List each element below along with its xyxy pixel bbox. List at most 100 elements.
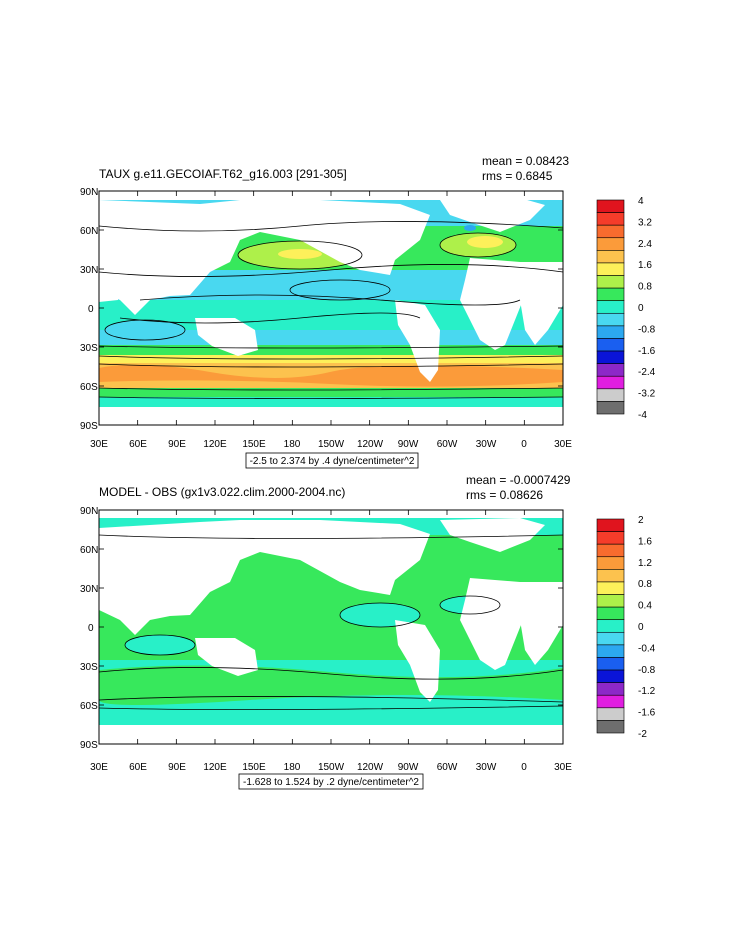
colorbar-swatch — [596, 224, 625, 239]
map-field — [98, 190, 564, 426]
colorbar-label: -0.8 — [638, 324, 656, 335]
colorbar-swatch — [596, 594, 625, 608]
lon-label: 30E — [554, 439, 572, 450]
lon-label: 90W — [398, 762, 419, 773]
range-note-box: -2.5 to 2.374 by .4 dyne/centimeter^2 — [245, 452, 419, 469]
range-note-box: -1.628 to 1.524 by .2 dyne/centimeter^2 — [238, 773, 424, 790]
lon-label: 60E — [129, 762, 147, 773]
colorbar-label: -1.6 — [638, 708, 656, 719]
panel-title: MODEL - OBS (gx1v3.022.clim.2000-2004.nc… — [99, 485, 345, 499]
range-note: -2.5 to 2.374 by .4 dyne/centimeter^2 — [250, 456, 415, 467]
colorbar-label: -0.4 — [638, 643, 656, 654]
panel-title: TAUX g.e11.GECOIAF.T62_g16.003 [291-305] — [99, 167, 347, 181]
colorbar-label: -4 — [638, 410, 647, 421]
lat-label: 90N — [80, 506, 98, 517]
colorbar-label: 0 — [638, 303, 644, 314]
lon-label: 30E — [90, 762, 108, 773]
lat-label: 60S — [80, 382, 98, 393]
colorbar-swatch — [596, 338, 625, 352]
colorbar-swatch — [596, 669, 625, 683]
colorbar: 4 3.2 2.4 1.6 0.8 0 -0.8 -1.6 -2.4 -3.2 -4 — [596, 196, 656, 421]
colorbar-label: 1.6 — [638, 536, 652, 547]
lat-label: 90S — [80, 740, 98, 751]
colorbar-swatch — [596, 250, 625, 264]
colorbar-swatch — [596, 543, 625, 558]
colorbar-label: 0.8 — [638, 282, 652, 293]
lon-label: 120E — [203, 439, 227, 450]
lon-label: 180 — [284, 439, 301, 450]
lon-label: 30W — [476, 762, 497, 773]
colorbar-swatch — [596, 287, 625, 302]
panel-taux: TAUX g.e11.GECOIAF.T62_g16.003 [291-305]… — [80, 154, 656, 469]
lon-label: 150E — [242, 762, 266, 773]
colorbar-label: 1.6 — [638, 260, 652, 271]
colorbar-label: -2 — [638, 729, 647, 740]
lon-label: 90E — [168, 762, 186, 773]
lat-axis-labels: 90N 60N 30N 0 30S 60S 90S — [80, 506, 98, 751]
lat-label: 60S — [80, 701, 98, 712]
lat-label: 30S — [80, 662, 98, 673]
colorbar-swatch — [596, 275, 625, 289]
colorbar-label: 1.2 — [638, 558, 652, 569]
lat-label: 60N — [80, 226, 98, 237]
colorbar-swatch — [596, 300, 625, 314]
lon-label: 60E — [129, 439, 147, 450]
colorbar-label: -0.8 — [638, 665, 656, 676]
lon-label: 120E — [203, 762, 227, 773]
lat-label: 0 — [88, 623, 94, 634]
colorbar-swatch — [596, 644, 625, 658]
lon-label: 30E — [554, 762, 572, 773]
colorbar-label: 0.8 — [638, 579, 652, 590]
colorbar-swatch — [596, 375, 625, 390]
colorbar-label: 2.4 — [638, 239, 652, 250]
lon-axis-labels: 30E 60E 90E 120E 150E 180 150W 120W 90W … — [90, 439, 572, 450]
colorbar-swatch — [596, 720, 625, 734]
map-field — [98, 509, 564, 745]
lat-axis-labels: 90N 60N 30N 0 30S 60S 90S — [80, 187, 98, 432]
lon-label: 60W — [437, 762, 458, 773]
colorbar-label: -2.4 — [638, 367, 656, 378]
lat-label: 90N — [80, 187, 98, 198]
lon-label: 30E — [90, 439, 108, 450]
lon-label: 150E — [242, 439, 266, 450]
lat-label: 60N — [80, 545, 98, 556]
colorbar-swatch — [596, 682, 625, 696]
lon-label: 60W — [437, 439, 458, 450]
colorbar-swatch — [596, 631, 625, 646]
range-note: -1.628 to 1.524 by .2 dyne/centimeter^2 — [243, 777, 419, 788]
colorbar-swatch — [596, 363, 625, 377]
colorbar-swatch — [596, 619, 625, 633]
lon-label: 120W — [357, 439, 384, 450]
colorbar-swatch — [596, 707, 625, 721]
colorbar-label: 2 — [638, 515, 644, 526]
mean-value: mean = 0.08423 — [482, 154, 569, 168]
lat-label: 0 — [88, 304, 94, 315]
colorbar-label: 0 — [638, 622, 644, 633]
colorbar-swatch — [596, 325, 625, 339]
lon-label: 0 — [521, 439, 527, 450]
colorbar-label: 4 — [638, 196, 644, 207]
colorbar-swatch — [596, 518, 625, 532]
rms-value: rms = 0.08626 — [466, 488, 543, 502]
colorbar-swatch — [596, 312, 625, 327]
colorbar-swatch — [596, 581, 625, 595]
colorbar-swatch — [596, 569, 625, 583]
axis-ticks — [98, 190, 564, 745]
lat-label: 30N — [80, 584, 98, 595]
lon-axis-labels: 30E 60E 90E 120E 150E 180 150W 120W 90W … — [90, 762, 572, 773]
lon-label: 90W — [398, 439, 419, 450]
colorbar-label: -3.2 — [638, 389, 656, 400]
colorbar-label: -1.2 — [638, 686, 656, 697]
colorbar-swatch — [596, 199, 625, 213]
lon-label: 120W — [357, 762, 384, 773]
lon-label: 180 — [284, 762, 301, 773]
colorbar-swatch — [596, 388, 625, 402]
colorbar-swatch — [596, 237, 625, 251]
colorbar-swatch — [596, 212, 625, 226]
lat-label: 90S — [80, 421, 98, 432]
lon-label: 90E — [168, 439, 186, 450]
lon-label: 150W — [318, 762, 345, 773]
colorbar-swatch — [596, 606, 625, 621]
lon-label: 0 — [521, 762, 527, 773]
lon-label: 30W — [476, 439, 497, 450]
